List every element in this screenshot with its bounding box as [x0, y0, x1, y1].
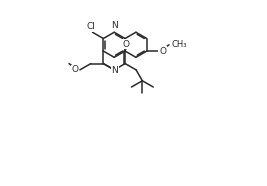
Text: N: N: [111, 66, 118, 75]
Text: O: O: [159, 46, 166, 56]
Text: O: O: [72, 65, 79, 74]
Text: CH₃: CH₃: [172, 40, 187, 49]
Text: O: O: [122, 40, 129, 49]
Text: Cl: Cl: [86, 22, 95, 31]
Text: N: N: [111, 21, 117, 30]
